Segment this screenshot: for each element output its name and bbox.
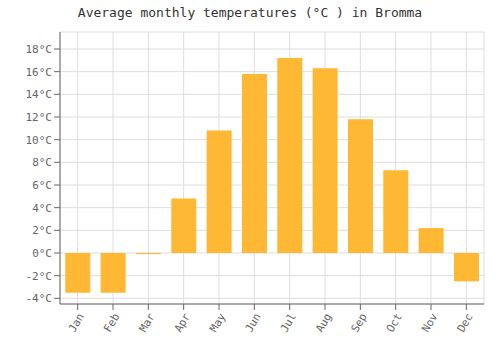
svg-text:10°C: 10°C bbox=[26, 134, 53, 147]
svg-text:Jun: Jun bbox=[242, 311, 263, 335]
html-text:Average monthly temperatures (: Average monthly temperatures (°C ) in Br… bbox=[77, 5, 423, 20]
svg-text:Dec: Dec bbox=[454, 311, 475, 335]
svg-text:12°C: 12°C bbox=[26, 111, 53, 124]
svg-text:18°C: 18°C bbox=[26, 43, 53, 56]
svg-text:6°C: 6°C bbox=[32, 179, 52, 192]
svg-text:16°C: 16°C bbox=[26, 66, 53, 79]
svg-text:14°C: 14°C bbox=[26, 88, 53, 101]
svg-text:Aug: Aug bbox=[313, 311, 334, 335]
svg-text:May: May bbox=[207, 311, 228, 335]
svg-text:8°C: 8°C bbox=[32, 156, 52, 169]
svg-text:Oct: Oct bbox=[384, 311, 405, 335]
svg-text:4°C: 4°C bbox=[32, 202, 52, 215]
svg-text:0°C: 0°C bbox=[32, 247, 52, 260]
svg-text:-2°C: -2°C bbox=[26, 270, 53, 283]
svg-text:Mar: Mar bbox=[136, 311, 157, 335]
svg-text:Feb: Feb bbox=[101, 311, 122, 335]
svg-text:Apr: Apr bbox=[172, 311, 193, 335]
svg-text:Nov: Nov bbox=[419, 311, 440, 335]
svg-text:Sep: Sep bbox=[348, 311, 369, 335]
svg-text:Jan: Jan bbox=[66, 311, 87, 335]
svg-text:2°C: 2°C bbox=[32, 224, 52, 237]
svg-text:Jul: Jul bbox=[278, 311, 299, 335]
svg-text:-4°C: -4°C bbox=[26, 292, 53, 305]
